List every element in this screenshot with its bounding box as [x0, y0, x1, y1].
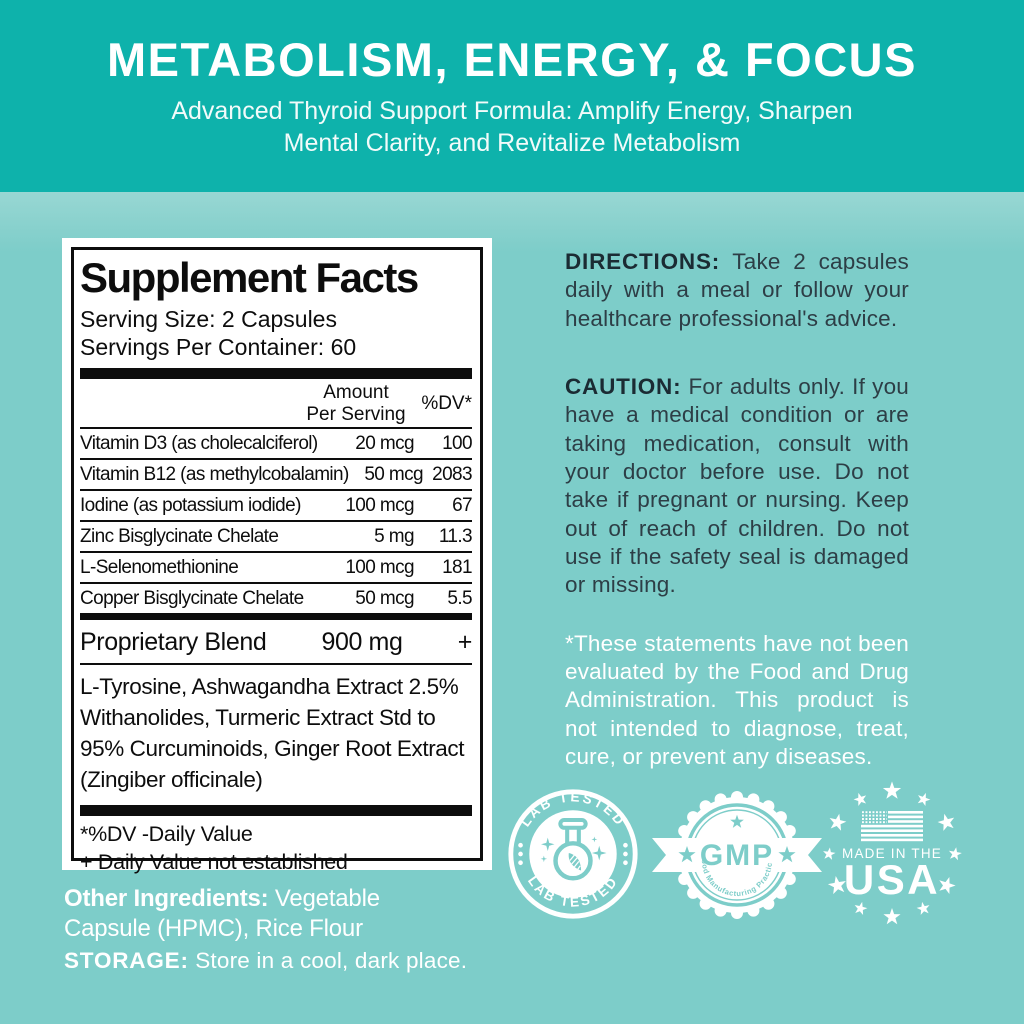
usa-badge-icon: MADE IN THE USA — [822, 781, 963, 925]
usa-line1: MADE IN THE — [842, 846, 942, 861]
blend-description: L-Tyrosine, Ashwagandha Extract 2.5% Wit… — [80, 662, 472, 805]
header-banner: METABOLISM, ENERGY, & FOCUS Advanced Thy… — [0, 0, 1024, 192]
divider-thick-top — [80, 368, 472, 380]
ingredient-amount: 5 mg — [374, 525, 414, 547]
table-header-row: Amount Per Serving %DV* — [80, 379, 472, 427]
caution-label: CAUTION: — [565, 374, 682, 400]
ingredient-amount: 100 mcg — [345, 494, 414, 516]
divider-medium — [80, 612, 472, 620]
info-column: DIRECTIONS: Take 2 capsules daily with a… — [565, 248, 909, 772]
us-flag-icon — [861, 811, 923, 842]
ingredient-name: Copper Bisglycinate Chelate — [80, 587, 304, 609]
ingredient-dv: 100 — [442, 432, 473, 454]
ribbon-banner — [652, 838, 822, 872]
page-title: METABOLISM, ENERGY, & FOCUS — [107, 33, 917, 86]
facts-title: Supplement Facts — [80, 254, 419, 301]
subtitle-line-2: Mental Clarity, and Revitalize Metabolis… — [283, 129, 741, 157]
subtitle: Advanced Thyroid Support Formula: Amplif… — [0, 95, 1024, 159]
gmp-seal-icon: GMP Good Manufacturing Practices — [652, 791, 822, 919]
lab-tested-badge: LAB TESTED LAB TESTED — [505, 786, 641, 922]
supplement-facts-panel: Supplement Facts Serving Size: 2 Capsule… — [62, 238, 492, 874]
blend-dv: + — [457, 627, 473, 656]
storage-label: STORAGE: — [64, 948, 189, 973]
ingredient-dv: 2083 — [432, 463, 472, 485]
other-ingredients-label: Other Ingredients: — [64, 885, 269, 912]
ingredient-dv: 181 — [442, 556, 473, 578]
lab-tested-seal-icon: LAB TESTED LAB TESTED — [508, 789, 638, 919]
supplement-facts-border: Supplement Facts Serving Size: 2 Capsule… — [71, 247, 483, 874]
ingredient-dv: 5.5 — [447, 587, 472, 609]
caution-paragraph: CAUTION: For adults only. If you have a … — [565, 373, 909, 600]
ingredient-amount: 50 mcg — [355, 587, 414, 609]
ingredient-name: Vitamin B12 (as methylcobalamin) — [80, 463, 349, 485]
gmp-title: GMP — [700, 839, 774, 872]
directions-text: Take 2 capsules daily with a meal or fol… — [565, 249, 909, 331]
subtitle-line-1: Advanced Thyroid Support Formula: Amplif… — [171, 97, 853, 125]
ingredient-name: Iodine (as potassium iodide) — [80, 494, 301, 516]
ingredient-amount: 20 mcg — [355, 432, 414, 454]
table-row: Vitamin B12 (as methylcobalamin) 50 mcg … — [80, 457, 473, 489]
table-row: Copper Bisglycinate Chelate 50 mcg 5.5 — [80, 581, 473, 613]
table-row: Vitamin D3 (as cholecalciferol) 20 mcg 1… — [80, 426, 473, 458]
caution-text: For adults only. If you have a medical c… — [565, 374, 909, 598]
blend-name: Proprietary Blend — [80, 627, 267, 656]
storage-note: STORAGE: Store in a cool, dark place. — [64, 948, 484, 974]
gmp-badge: GMP Good Manufacturing Practices — [652, 780, 822, 930]
flask-icon — [553, 817, 593, 881]
other-ingredients: Other Ingredients: Vegetable Capsule (HP… — [64, 884, 394, 944]
side-dots — [518, 842, 628, 866]
ingredient-name: Zinc Bisglycinate Chelate — [80, 525, 279, 547]
col-header-dv: %DV* — [421, 392, 472, 414]
table-row: Iodine (as potassium iodide) 100 mcg 67 — [80, 488, 473, 520]
table-row: Zinc Bisglycinate Chelate 5 mg 11.3 — [80, 519, 473, 551]
directions-label: DIRECTIONS: — [565, 249, 721, 274]
facts-footnotes: *%DV -Daily Value + Daily Value not esta… — [80, 816, 472, 877]
ingredient-name: L-Selenomethionine — [80, 556, 239, 578]
col-header-amount: Amount Per Serving — [306, 382, 406, 425]
footnote-dv: *%DV -Daily Value — [80, 822, 253, 846]
table-row: L-Selenomethionine 100 mcg 181 — [80, 550, 473, 582]
fda-disclaimer: *These statements have not been evaluate… — [565, 630, 909, 770]
ingredient-amount: 50 mcg — [364, 463, 424, 485]
other-ingredients-text: Vegetable Capsule (HPMC), Rice Flour — [64, 885, 380, 942]
usa-line2: USA — [844, 856, 940, 903]
ingredient-dv: 67 — [452, 494, 473, 516]
storage-text: Store in a cool, dark place. — [188, 948, 468, 973]
footnote-plus: + Daily Value not established — [80, 849, 348, 874]
ingredient-amount: 100 mcg — [345, 556, 414, 578]
proprietary-blend-row: Proprietary Blend 900 mg + — [80, 620, 472, 663]
servings-per-container: Servings Per Container: 60 — [80, 333, 357, 360]
made-in-usa-badge: MADE IN THE USA — [818, 780, 966, 928]
serving-size: Serving Size: 2 Capsules — [80, 306, 337, 333]
directions-paragraph: DIRECTIONS: Take 2 capsules daily with a… — [565, 248, 909, 333]
ingredient-dv: 11.3 — [438, 525, 473, 547]
leaf-icon — [568, 853, 582, 871]
ingredient-name: Vitamin D3 (as cholecalciferol) — [80, 432, 318, 454]
divider-thick-bottom — [80, 805, 472, 816]
blend-amount: 900 mg — [321, 627, 403, 656]
